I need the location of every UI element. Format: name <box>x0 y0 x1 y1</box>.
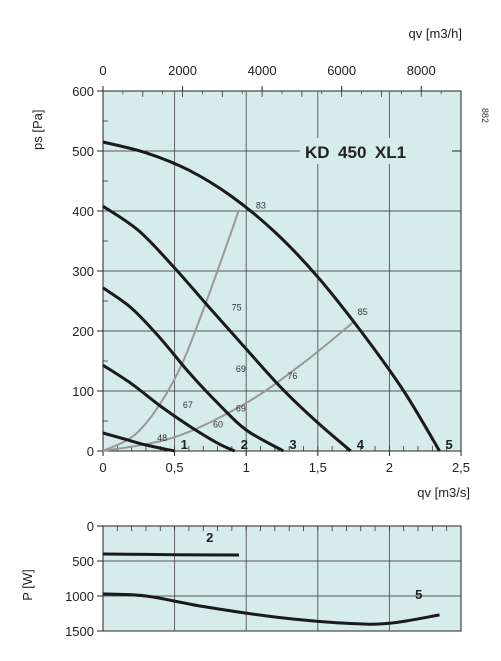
top-x-tick-label: 4000 <box>248 63 277 78</box>
x-tick-label: 0 <box>99 460 106 475</box>
fan-curve <box>102 363 236 453</box>
power-y-tick-label: 1500 <box>65 624 94 639</box>
fan-curve <box>102 204 352 453</box>
power-y-tick-label: 500 <box>72 554 94 569</box>
efficiency-line <box>102 321 355 452</box>
y-tick-label: 500 <box>72 144 94 159</box>
y-tick-label: 600 <box>72 84 94 99</box>
top-x-tick-label: 2000 <box>168 63 197 78</box>
y-tick-label: 100 <box>72 384 94 399</box>
efficiency-value-label: 69 <box>236 403 246 413</box>
top-x-tick-label: 8000 <box>407 63 436 78</box>
efficiency-value-label: 76 <box>287 371 297 381</box>
fan-curve <box>102 431 175 453</box>
ps-axis-label: ps [Pa] <box>30 110 45 150</box>
efficiency-value-label: 60 <box>213 420 223 430</box>
curve-number-label: 1 <box>181 437 188 452</box>
chart-title: KD 450 XL1 <box>305 143 406 162</box>
power-curve-label: 5 <box>415 587 422 602</box>
efficiency-value-label: 75 <box>232 303 242 313</box>
efficiency-value-label: 69 <box>236 364 246 374</box>
power-y-tick-label: 1000 <box>65 589 94 604</box>
efficiency-line <box>102 209 240 452</box>
p-axis-label: P [W] <box>20 569 35 601</box>
x-tick-label: 1 <box>243 460 250 475</box>
curve-number-label: 4 <box>357 437 365 452</box>
top-x-tick-label: 6000 <box>327 63 356 78</box>
top-x-tick-label: 0 <box>99 63 106 78</box>
power-plot: 0 500 1000 1500 2 5 <box>65 519 462 639</box>
efficiency-value-label: 48 <box>157 433 167 443</box>
power-curve <box>102 592 440 626</box>
x-tick-label: 2 <box>386 460 393 475</box>
y-tick-label: 200 <box>72 324 94 339</box>
fan-curve <box>102 140 441 452</box>
y-tick-label: 400 <box>72 204 94 219</box>
y-tick-label: 300 <box>72 264 94 279</box>
diagram-code: 882 <box>480 108 490 123</box>
power-y-tick-label: 0 <box>87 519 94 534</box>
curve-number-label: 3 <box>289 437 296 452</box>
power-curve <box>102 552 240 557</box>
efficiency-value-label: 67 <box>183 400 193 410</box>
fan-curve <box>102 286 285 453</box>
y-tick-label: 0 <box>87 444 94 459</box>
power-plot-background <box>102 525 462 632</box>
efficiency-value-label: 85 <box>358 307 368 317</box>
efficiency-value-label: 83 <box>256 201 266 211</box>
qv-m3h-axis-label: qv [m3/h] <box>409 26 462 41</box>
curve-number-label: 2 <box>241 437 248 452</box>
x-tick-label: 1,5 <box>309 460 327 475</box>
x-tick-label: 0,5 <box>166 460 184 475</box>
power-curve-label: 2 <box>206 530 213 545</box>
qv-m3s-axis-label: qv [m3/s] <box>417 485 470 500</box>
title-background <box>300 138 452 164</box>
curve-number-label: 5 <box>446 437 453 452</box>
x-tick-label: 2,5 <box>452 460 470 475</box>
